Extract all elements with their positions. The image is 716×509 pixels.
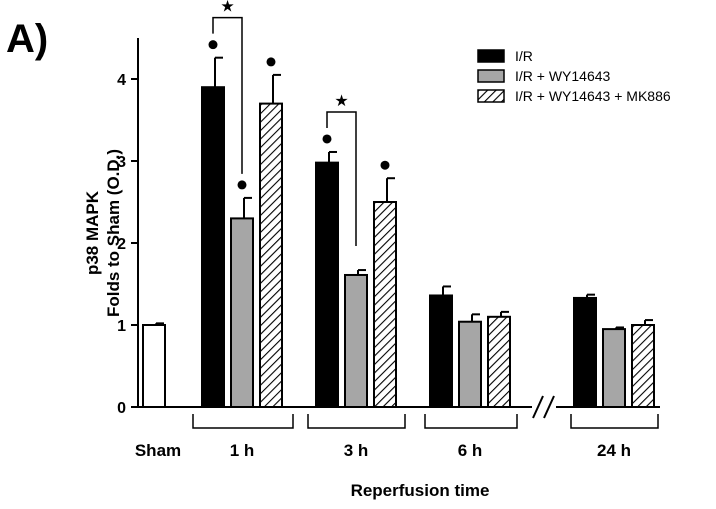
legend-label: I/R + WY14643 (515, 68, 611, 84)
significance-dot (266, 57, 276, 67)
bar-sham (142, 324, 166, 408)
y-tick-label: 4 (117, 72, 126, 89)
bar (373, 201, 397, 408)
y-tick-label: 0 (117, 400, 126, 417)
comparison-bracket (326, 111, 357, 247)
significance-star: ★ (334, 93, 348, 110)
bar (602, 328, 626, 409)
bar (315, 161, 339, 408)
axis-break-mark (532, 395, 544, 419)
legend-swatch (477, 89, 505, 103)
y-axis-title-line-2: Folds to Sham (O.D.) (104, 149, 123, 317)
category-label: 1 h (230, 441, 255, 460)
plot-area: 0 1 2 3 4 Sham 1 h 3 h 6 h 24 h ★ ★ (117, 0, 660, 460)
bar (344, 273, 368, 409)
legend-label: I/R (515, 48, 533, 64)
significance-dot (208, 40, 218, 50)
category-label: 3 h (344, 441, 369, 460)
bar (429, 294, 453, 409)
x-axis-title: Reperfusion time (351, 481, 490, 500)
category-label-sham: Sham (135, 441, 181, 460)
y-tick-label: 3 (117, 154, 126, 171)
bar (259, 102, 283, 408)
category-bracket (307, 414, 406, 429)
category-bracket (192, 414, 294, 429)
bar (201, 86, 225, 408)
significance-dot (237, 180, 247, 190)
legend-swatch (477, 69, 505, 83)
bar (487, 315, 511, 408)
panel-label: A) (6, 17, 48, 61)
category-bracket (570, 414, 659, 429)
legend: I/R I/R + WY14643 I/R + WY14643 + MK886 (477, 48, 671, 104)
bar (631, 324, 655, 408)
bar (230, 217, 254, 408)
bar (458, 320, 482, 408)
category-label: 24 h (597, 441, 631, 460)
axis-break-mark (543, 395, 555, 419)
y-axis-title: p38 MAPK Folds to Sham (O.D.) (83, 149, 123, 317)
significance-star: ★ (220, 0, 234, 16)
category-label: 6 h (458, 441, 483, 460)
comparison-bracket (212, 16, 243, 174)
significance-dot (380, 160, 390, 170)
legend-label: I/R + WY14643 + MK886 (515, 88, 671, 104)
legend-swatch (477, 49, 505, 63)
y-tick-label: 1 (117, 318, 126, 335)
bar (573, 296, 597, 408)
category-bracket (424, 414, 518, 429)
y-tick-label: 2 (117, 236, 126, 253)
significance-dot (322, 134, 332, 144)
y-axis-title-line-1: p38 MAPK (83, 190, 102, 275)
